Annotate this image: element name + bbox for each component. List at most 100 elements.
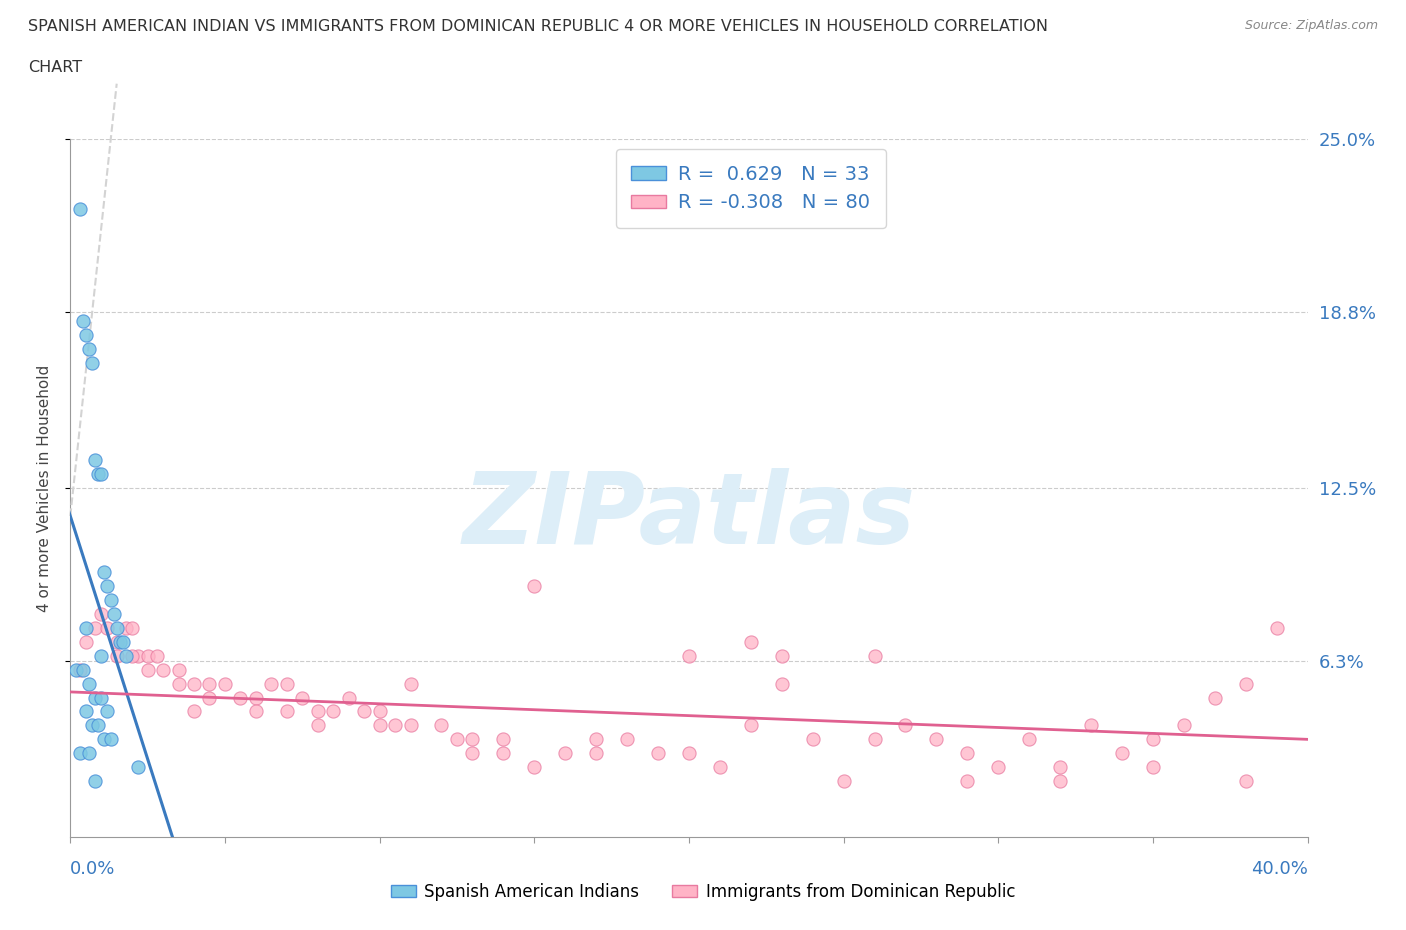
Point: [1204, 690, 1226, 705]
Point: [678, 648, 700, 663]
Point: [77, 676, 100, 691]
Point: [709, 760, 731, 775]
Point: [103, 606, 125, 621]
Point: [77, 341, 100, 356]
Text: CHART: CHART: [28, 60, 82, 75]
Point: [77, 746, 100, 761]
Point: [90, 690, 112, 705]
Point: [523, 760, 546, 775]
Point: [585, 746, 607, 761]
Text: 0.0%: 0.0%: [70, 860, 115, 878]
Point: [105, 620, 128, 635]
Point: [152, 662, 174, 677]
Point: [616, 732, 638, 747]
Point: [93, 565, 115, 579]
Point: [90, 606, 112, 621]
Point: [121, 620, 143, 635]
Point: [72, 313, 94, 328]
Point: [115, 620, 138, 635]
Point: [127, 760, 149, 775]
Point: [1173, 718, 1195, 733]
Point: [678, 746, 700, 761]
Legend: Spanish American Indians, Immigrants from Dominican Republic: Spanish American Indians, Immigrants fro…: [384, 876, 1022, 908]
Point: [84, 774, 107, 789]
Point: [245, 704, 267, 719]
Point: [399, 676, 422, 691]
Point: [75, 620, 97, 635]
Point: [96, 704, 118, 719]
Point: [368, 704, 391, 719]
Point: [84, 453, 107, 468]
Point: [80, 355, 103, 370]
Point: [84, 690, 107, 705]
Point: [229, 690, 252, 705]
Point: [368, 718, 391, 733]
Point: [96, 578, 118, 593]
Point: [1142, 732, 1164, 747]
Point: [136, 648, 159, 663]
Point: [585, 732, 607, 747]
Text: ZIPatlas: ZIPatlas: [463, 468, 915, 565]
Point: [492, 732, 515, 747]
Point: [105, 648, 128, 663]
Point: [863, 732, 886, 747]
Point: [956, 746, 979, 761]
Point: [260, 676, 283, 691]
Point: [121, 648, 143, 663]
Point: [1080, 718, 1102, 733]
Point: [446, 732, 468, 747]
Point: [136, 662, 159, 677]
Point: [69, 662, 91, 677]
Point: [105, 634, 128, 649]
Point: [291, 690, 314, 705]
Point: [894, 718, 917, 733]
Point: [1142, 760, 1164, 775]
Point: [832, 774, 855, 789]
Point: [65, 662, 87, 677]
Point: [337, 690, 360, 705]
Legend: R =  0.629   N = 33, R = -0.308   N = 80: R = 0.629 N = 33, R = -0.308 N = 80: [616, 149, 886, 228]
Point: [863, 648, 886, 663]
Point: [146, 648, 169, 663]
Point: [276, 704, 298, 719]
Point: [72, 662, 94, 677]
Point: [353, 704, 375, 719]
Point: [80, 718, 103, 733]
Point: [90, 648, 112, 663]
Point: [87, 467, 110, 482]
Point: [84, 620, 107, 635]
Point: [100, 592, 122, 607]
Point: [740, 634, 762, 649]
Point: [740, 718, 762, 733]
Point: [87, 718, 110, 733]
Point: [183, 704, 205, 719]
Point: [90, 467, 112, 482]
Text: 40.0%: 40.0%: [1251, 860, 1308, 878]
Point: [115, 648, 138, 663]
Point: [987, 760, 1010, 775]
Point: [198, 690, 221, 705]
Point: [1234, 676, 1257, 691]
Point: [801, 732, 824, 747]
Point: [307, 704, 329, 719]
Point: [69, 202, 91, 217]
Point: [214, 676, 236, 691]
Text: SPANISH AMERICAN INDIAN VS IMMIGRANTS FROM DOMINICAN REPUBLIC 4 OR MORE VEHICLES: SPANISH AMERICAN INDIAN VS IMMIGRANTS FR…: [28, 19, 1047, 33]
Point: [307, 718, 329, 733]
Text: Source: ZipAtlas.com: Source: ZipAtlas.com: [1244, 19, 1378, 32]
Point: [93, 732, 115, 747]
Point: [75, 327, 97, 342]
Point: [69, 746, 91, 761]
Point: [198, 676, 221, 691]
Point: [96, 620, 118, 635]
Point: [75, 704, 97, 719]
Point: [770, 676, 793, 691]
Point: [430, 718, 453, 733]
Point: [167, 676, 190, 691]
Point: [245, 690, 267, 705]
Point: [1049, 774, 1071, 789]
Point: [956, 774, 979, 789]
Point: [399, 718, 422, 733]
Point: [75, 634, 97, 649]
Y-axis label: 4 or more Vehicles in Household: 4 or more Vehicles in Household: [37, 365, 52, 612]
